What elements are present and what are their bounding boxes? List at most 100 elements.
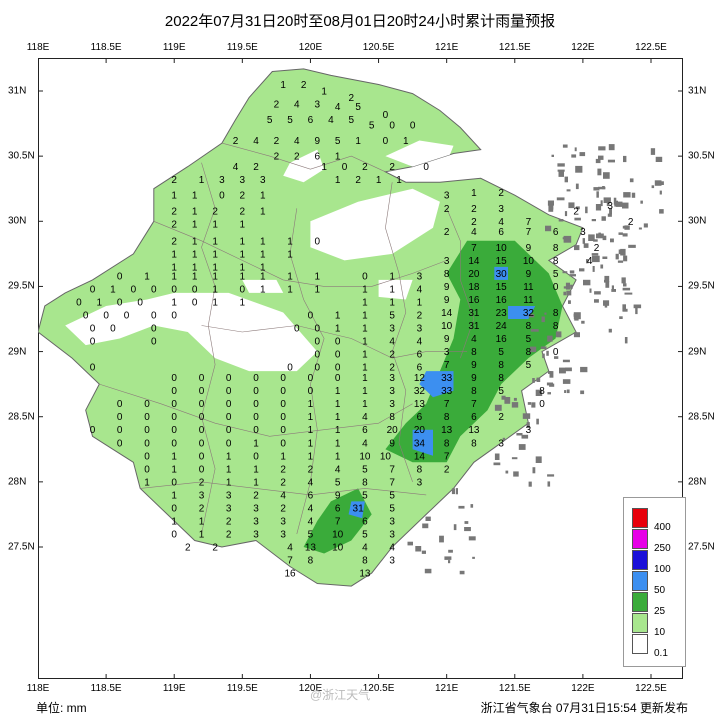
station-value: 0 bbox=[280, 399, 286, 410]
island bbox=[604, 304, 608, 308]
island bbox=[558, 170, 564, 177]
station-value: 1 bbox=[260, 206, 266, 217]
station-value: 2 bbox=[444, 204, 450, 215]
island bbox=[659, 181, 664, 185]
station-value: 0 bbox=[90, 425, 96, 436]
station-value: 14 bbox=[468, 256, 480, 267]
station-value: 0 bbox=[342, 162, 348, 173]
county-border bbox=[289, 208, 325, 535]
island bbox=[566, 189, 571, 192]
island bbox=[602, 235, 607, 241]
station-value: 0 bbox=[151, 324, 157, 335]
station-value: 1 bbox=[212, 262, 218, 273]
station-value: 0 bbox=[226, 412, 232, 423]
station-value: 0 bbox=[308, 311, 314, 322]
station-value: 3 bbox=[607, 201, 613, 212]
island bbox=[494, 404, 502, 411]
station-value: 1 bbox=[287, 272, 293, 283]
county-border bbox=[201, 162, 216, 535]
county-border bbox=[446, 208, 475, 359]
station-value: 2 bbox=[355, 175, 361, 186]
island bbox=[472, 556, 475, 559]
station-value: 0 bbox=[335, 350, 341, 361]
station-value: 2 bbox=[294, 152, 300, 163]
station-value: 24 bbox=[496, 321, 508, 332]
station-value: 31 bbox=[468, 321, 480, 332]
station-value: 0 bbox=[103, 311, 109, 322]
station-value: 0 bbox=[280, 386, 286, 397]
station-value: 2 bbox=[233, 136, 239, 147]
station-value: 4 bbox=[308, 477, 314, 488]
station-value: 6 bbox=[553, 227, 559, 238]
station-value: 1 bbox=[192, 236, 198, 247]
station-value: 7 bbox=[444, 451, 450, 462]
station-value: 2 bbox=[417, 311, 423, 322]
island bbox=[574, 217, 581, 221]
island bbox=[546, 350, 549, 356]
station-value: 2 bbox=[199, 477, 205, 488]
station-value: 9 bbox=[471, 373, 477, 384]
station-value: 1 bbox=[171, 262, 177, 273]
station-value: 1 bbox=[362, 399, 368, 410]
lon-label: 120.5E bbox=[362, 42, 395, 53]
island bbox=[600, 200, 603, 207]
island bbox=[622, 304, 626, 312]
lat-label: 31N bbox=[8, 85, 27, 97]
island bbox=[573, 313, 581, 317]
station-value: 10 bbox=[332, 543, 344, 554]
station-value: 1 bbox=[192, 272, 198, 283]
station-value: 0 bbox=[335, 337, 341, 348]
station-value: 0 bbox=[253, 399, 259, 410]
station-value: 12 bbox=[414, 373, 426, 384]
island bbox=[607, 213, 612, 217]
island bbox=[448, 549, 453, 553]
island bbox=[551, 154, 554, 157]
station-value: 2 bbox=[362, 162, 368, 173]
station-value: 0 bbox=[171, 399, 177, 410]
island bbox=[421, 550, 426, 554]
island bbox=[493, 462, 501, 466]
island bbox=[580, 366, 588, 373]
station-value: 4 bbox=[294, 136, 300, 147]
dry-area bbox=[65, 292, 318, 372]
station-value: 1 bbox=[212, 298, 218, 309]
station-value: 2 bbox=[171, 206, 177, 217]
station-value: 23 bbox=[496, 308, 508, 319]
station-value: 8 bbox=[498, 373, 504, 384]
station-value: 0 bbox=[423, 162, 429, 173]
island bbox=[531, 402, 536, 408]
station-value: 2 bbox=[349, 93, 355, 104]
storm-rain-area bbox=[348, 501, 365, 519]
station-value: 1 bbox=[376, 175, 382, 186]
station-value: 0 bbox=[199, 451, 205, 462]
island bbox=[541, 316, 545, 323]
island bbox=[593, 239, 598, 242]
island bbox=[556, 197, 565, 201]
island bbox=[562, 144, 568, 148]
station-value: 7 bbox=[471, 243, 477, 254]
island bbox=[564, 176, 568, 183]
island bbox=[603, 197, 611, 203]
legend-swatch bbox=[632, 592, 648, 612]
station-value: 11 bbox=[523, 282, 534, 293]
island bbox=[548, 204, 554, 212]
station-value: 13 bbox=[359, 569, 371, 580]
island bbox=[532, 467, 536, 474]
station-value: 1 bbox=[471, 188, 477, 199]
station-value: 9 bbox=[335, 490, 341, 501]
station-value: 10 bbox=[380, 451, 392, 462]
island bbox=[468, 536, 476, 541]
island bbox=[528, 481, 532, 487]
island bbox=[622, 233, 628, 237]
island bbox=[650, 148, 656, 155]
station-value: 0 bbox=[90, 285, 96, 296]
lat-label: 29N bbox=[8, 346, 27, 358]
station-value: 1 bbox=[389, 298, 395, 309]
island bbox=[511, 402, 519, 408]
station-value: 5 bbox=[362, 490, 368, 501]
station-value: 0 bbox=[389, 120, 395, 131]
station-value: 1 bbox=[355, 136, 361, 147]
station-value: 3 bbox=[253, 530, 259, 541]
island bbox=[623, 155, 627, 163]
island bbox=[526, 422, 530, 428]
